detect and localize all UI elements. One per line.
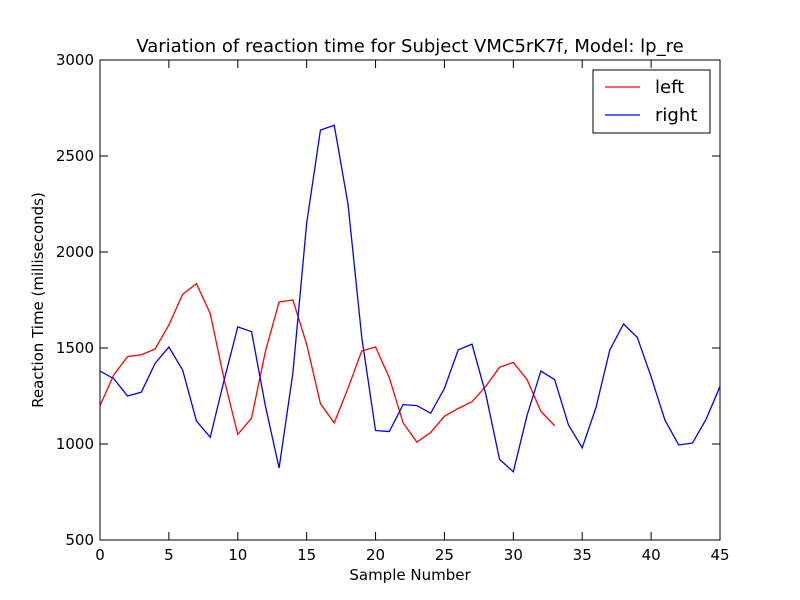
x-axis-tick-labels: 0 5 10 15 20 25 30 35 40 45 — [95, 546, 729, 564]
x-tick-label: 45 — [710, 546, 729, 564]
x-tick-label: 15 — [297, 546, 316, 564]
x-tick-label: 35 — [573, 546, 592, 564]
x-tick-label: 20 — [366, 546, 385, 564]
y-tick-label: 500 — [65, 531, 94, 549]
plot-frame — [99, 59, 721, 541]
y-axis-label: Reaction Time (milliseconds) — [29, 192, 47, 408]
y-tick-label: 1000 — [56, 435, 94, 453]
x-tick-label: 5 — [164, 546, 174, 564]
x-tick-label: 30 — [504, 546, 523, 564]
y-axis-tick-labels: 500 1000 1500 2000 2500 3000 — [56, 51, 94, 549]
x-tick-label: 40 — [642, 546, 661, 564]
series-line-left — [100, 282, 556, 443]
chart-title: Variation of reaction time for Subject V… — [136, 36, 683, 57]
y-tick-label: 2000 — [56, 243, 94, 261]
legend-label-left: left — [655, 77, 684, 98]
x-tick-label: 0 — [95, 546, 105, 564]
axis-ticks — [99, 59, 721, 541]
y-tick-label: 3000 — [56, 51, 94, 69]
legend-label-right: right — [655, 105, 697, 126]
y-tick-label: 1500 — [56, 339, 94, 357]
legend: left right — [592, 69, 711, 134]
x-axis-label: Sample Number — [349, 566, 471, 584]
series-line-right — [100, 124, 720, 474]
x-tick-label: 10 — [228, 546, 247, 564]
y-tick-label: 2500 — [56, 147, 94, 165]
data-lines — [100, 124, 720, 474]
x-tick-label: 25 — [435, 546, 454, 564]
legend-box — [592, 69, 711, 134]
